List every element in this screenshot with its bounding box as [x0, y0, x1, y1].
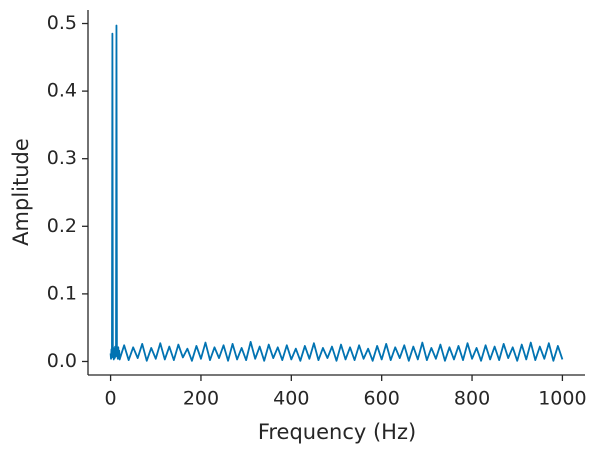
y-tick-label: 0.4 — [47, 80, 77, 102]
x-tick-label: 400 — [273, 388, 309, 410]
x-axis-label: Frequency (Hz) — [258, 420, 416, 444]
y-tick-label: 0.2 — [47, 215, 77, 237]
y-tick-label: 0.1 — [47, 282, 77, 304]
y-tick-label: 0.3 — [47, 147, 77, 169]
x-tick-label: 1000 — [538, 388, 586, 410]
x-tick-label: 800 — [454, 388, 490, 410]
y-tick-label: 0.5 — [47, 12, 77, 34]
y-tick-label: 0.0 — [47, 350, 77, 372]
x-tick-label: 200 — [183, 388, 219, 410]
y-axis-label: Amplitude — [9, 138, 33, 246]
x-tick-label: 600 — [364, 388, 400, 410]
line-series — [109, 24, 564, 362]
x-tick-label: 0 — [105, 388, 117, 410]
